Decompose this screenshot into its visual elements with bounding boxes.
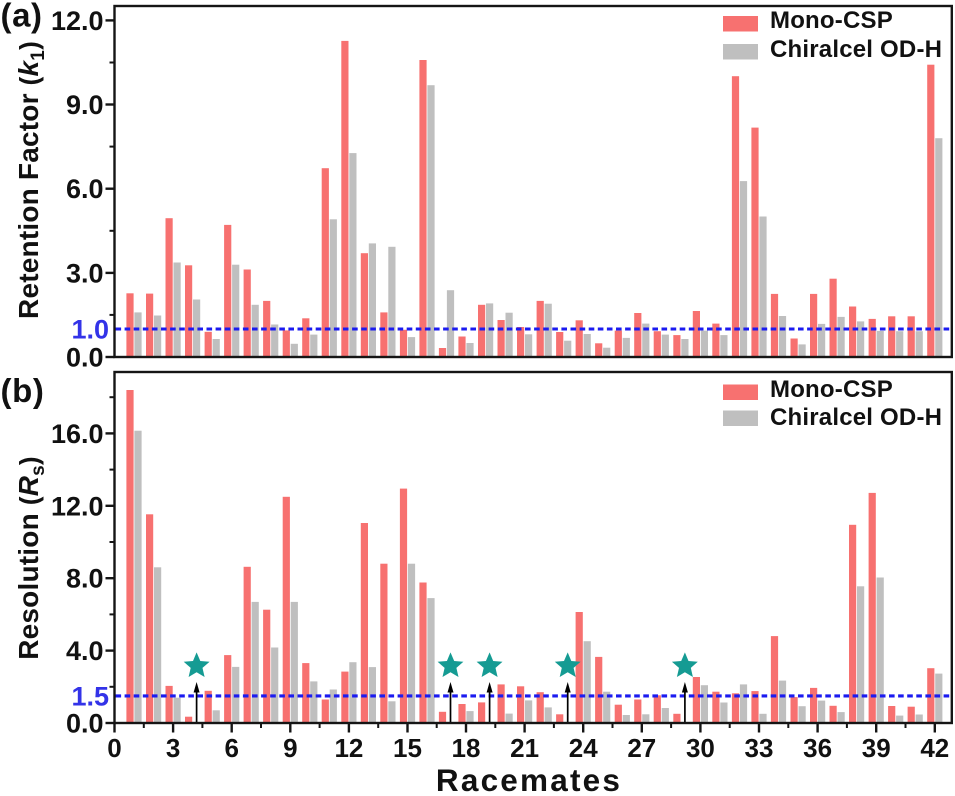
svg-text:12: 12 [334,733,363,763]
svg-text:Mono-CSP: Mono-CSP [770,376,893,403]
svg-text:18: 18 [452,733,481,763]
svg-text:24: 24 [569,733,598,763]
svg-text:16.0: 16.0 [51,419,104,449]
svg-text:0.0: 0.0 [66,343,104,373]
svg-text:Retention Factor (k1): Retention Factor (k1) [13,41,49,319]
svg-text:0.0: 0.0 [66,709,104,739]
svg-text:33: 33 [745,733,774,763]
svg-text:4.0: 4.0 [66,636,104,666]
svg-text:42: 42 [920,733,949,763]
svg-text:12.0: 12.0 [51,491,104,521]
svg-text:Racemates: Racemates [436,762,622,796]
svg-text:1.0: 1.0 [71,315,109,345]
svg-text:8.0: 8.0 [66,564,104,594]
svg-text:36: 36 [803,733,832,763]
svg-text:(b): (b) [1,372,45,409]
svg-text:Chiralcel OD-H: Chiralcel OD-H [770,404,942,431]
svg-text:21: 21 [510,733,539,763]
svg-text:6.0: 6.0 [66,174,104,204]
svg-text:3.0: 3.0 [66,258,104,288]
svg-text:9: 9 [283,733,297,763]
svg-text:39: 39 [862,733,891,763]
svg-text:6: 6 [224,733,238,763]
svg-text:Resolution (Rs): Resolution (Rs) [13,456,49,660]
svg-text:1.5: 1.5 [71,681,109,711]
svg-text:30: 30 [686,733,715,763]
svg-text:(a): (a) [1,0,43,34]
svg-text:12.0: 12.0 [51,6,104,36]
svg-text:0: 0 [107,733,121,763]
svg-text:3: 3 [166,733,180,763]
svg-text:15: 15 [393,733,422,763]
svg-text:Mono-CSP: Mono-CSP [770,7,893,34]
svg-text:27: 27 [627,733,656,763]
svg-text:Chiralcel OD-H: Chiralcel OD-H [770,36,942,63]
svg-text:9.0: 9.0 [66,90,104,120]
